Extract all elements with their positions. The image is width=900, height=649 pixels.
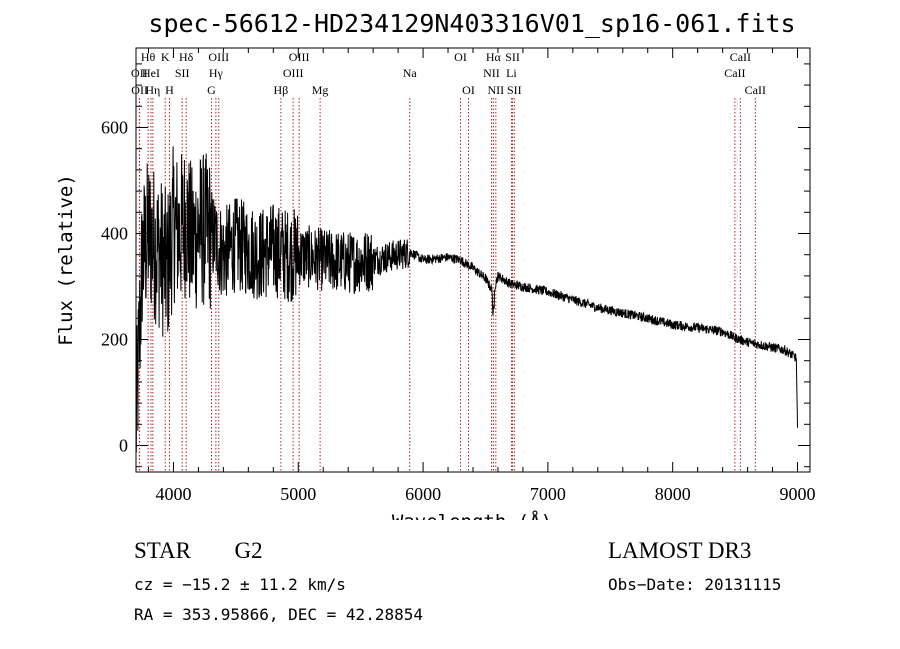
x-axis-label: Wavelength (Å) <box>392 510 552 520</box>
spectral-line-label: HeI <box>142 66 160 80</box>
spectral-line-label: Hβ <box>274 83 289 97</box>
spectrum-chart: spec-56612-HD234129N403316V01_sp16-061.f… <box>55 9 816 520</box>
chart-title: spec-56612-HD234129N403316V01_sp16-061.f… <box>148 9 795 38</box>
observation-date: Obs−Date: 20131115 <box>608 575 782 594</box>
spectral-line-label: K <box>161 50 170 64</box>
spectral-line-label: G <box>207 83 216 97</box>
spectral-line-label: NII <box>488 83 505 97</box>
x-tick-label: 6000 <box>405 484 441 504</box>
spectral-line-label: OIII <box>208 50 229 64</box>
spectral-line-label: SII <box>175 66 190 80</box>
y-tick-label: 600 <box>101 118 128 138</box>
spectral-line-label: NII <box>483 66 500 80</box>
spectral-line-label: SII <box>507 83 522 97</box>
x-tick-label: 7000 <box>530 484 566 504</box>
spectral-line-label: OI <box>462 83 475 97</box>
y-tick-label: 400 <box>101 224 128 244</box>
spectral-line-label: SII <box>505 50 520 64</box>
y-axis-label: Flux (relative) <box>55 174 77 346</box>
spectral-line-label: Mg <box>312 83 329 97</box>
spectral-line-label: OI <box>454 50 467 64</box>
object-class: STAR G2 <box>134 538 263 564</box>
spectral-line-label: CaII <box>724 66 745 80</box>
x-tick-label: 9000 <box>780 484 816 504</box>
survey-label: LAMOST DR3 <box>608 538 752 563</box>
spectral-line-label: Na <box>403 66 418 80</box>
y-tick-label: 200 <box>101 330 128 350</box>
x-tick-label: 4000 <box>155 484 191 504</box>
spectral-line-label: OII <box>131 66 148 80</box>
axis-ticks: 4000 5000 6000 7000 8000 9000 0 200 400 600 <box>101 48 816 504</box>
spectral-line-label: Hη <box>145 83 160 97</box>
plot-frame <box>135 47 811 473</box>
x-tick-label: 5000 <box>280 484 316 504</box>
spectrum-line <box>135 146 798 453</box>
spectral-line-label: CaII <box>745 83 766 97</box>
redshift-velocity: cz = −15.2 ± 11.2 km/s <box>134 575 346 594</box>
object-class-text: STAR <box>134 538 191 563</box>
subclass-text: G2 <box>234 538 263 563</box>
spectral-line-label: OII <box>131 83 148 97</box>
spectral-line-label: CaII <box>730 50 751 64</box>
spectral-line-label: Hα <box>486 50 502 64</box>
y-tick-label: 0 <box>119 436 128 456</box>
spectral-line-label: Hδ <box>179 50 194 64</box>
spectral-line-label: OIII <box>283 66 304 80</box>
spectral-line-label: H <box>165 83 174 97</box>
spectral-line-label: Li <box>506 66 517 80</box>
spectral-line-label: Hθ <box>141 50 156 64</box>
spectral-line-label: Hγ <box>209 66 224 80</box>
spectral-line-label: OIII <box>289 50 310 64</box>
x-tick-label: 8000 <box>655 484 691 504</box>
coordinates: RA = 353.95866, DEC = 42.28854 <box>134 605 423 624</box>
